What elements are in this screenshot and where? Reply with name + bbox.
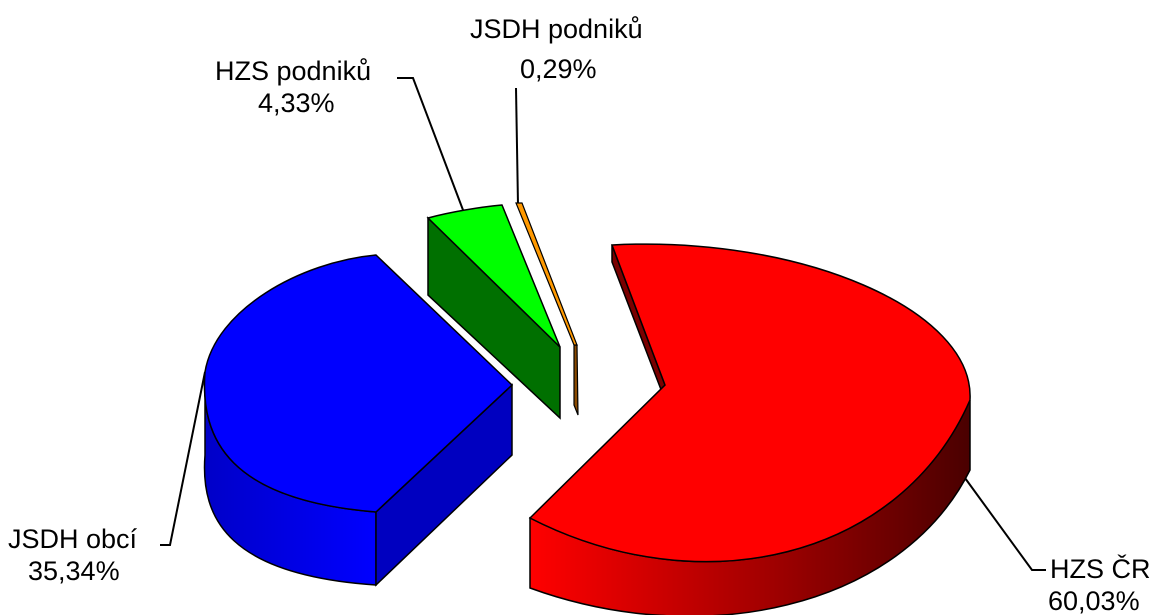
slice-top-hzs-cr xyxy=(528,243,971,563)
label-name-jsdh-podniku: JSDH podniků xyxy=(470,14,643,44)
label-name-jsdh-obci: JSDH obcí xyxy=(8,524,138,554)
slice-top-jsdh-podniku xyxy=(515,202,578,346)
leader-line-hzs-cr xyxy=(964,477,1046,571)
leader-line-jsdh-podniku xyxy=(515,87,519,206)
pie-slice-jsdh-obci xyxy=(203,254,514,587)
leader-lines xyxy=(160,77,1046,571)
label-pct-jsdh-obci: 35,34% xyxy=(28,556,120,586)
slice-top-jsdh-obci xyxy=(203,254,514,513)
leader-line-hzs-podniku xyxy=(397,77,464,211)
label-pct-hzs-podniku: 4,33% xyxy=(258,88,335,118)
data-labels: HZS ČR 60,03% JSDH obcí 35,34% HZS podni… xyxy=(8,14,1151,615)
pie-slice-hzs-cr xyxy=(528,243,971,615)
label-pct-hzs-cr: 60,03% xyxy=(1048,586,1140,615)
label-pct-jsdh-podniku: 0,29% xyxy=(520,54,597,84)
pie-slice-jsdh-podniku xyxy=(515,202,579,416)
slice-side-jsdh-podniku xyxy=(573,344,579,416)
label-name-hzs-podniku: HZS podniků xyxy=(215,56,371,86)
label-name-hzs-cr: HZS ČR xyxy=(1050,553,1151,584)
leader-line-jsdh-obci xyxy=(160,371,206,546)
pie-slice-hzs-podniku xyxy=(426,204,561,420)
slice-top-hzs-podniku xyxy=(426,204,561,348)
